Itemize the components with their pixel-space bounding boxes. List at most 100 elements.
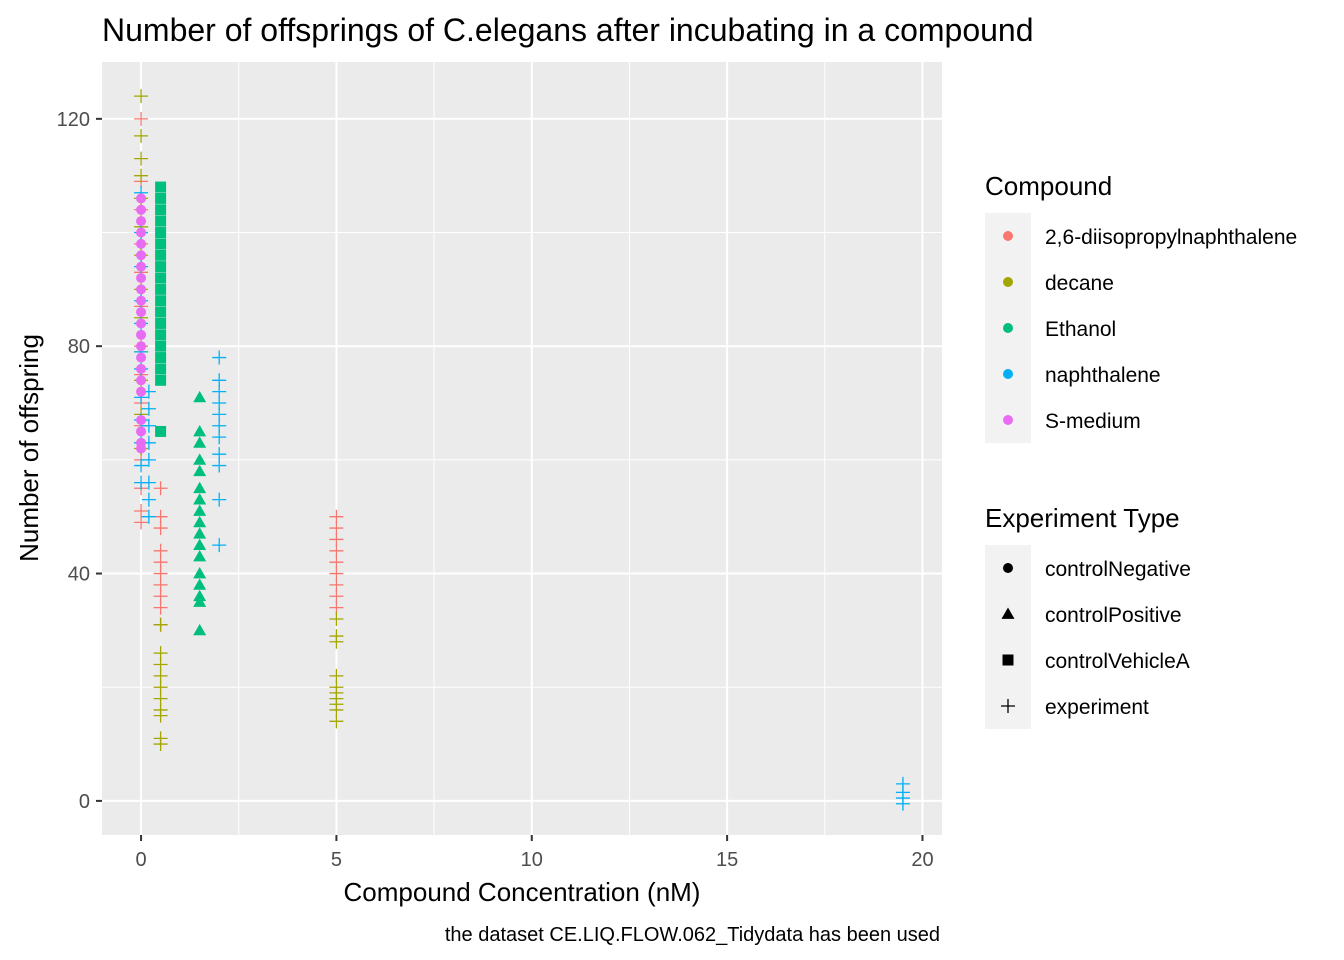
data-point (136, 341, 147, 352)
data-point (193, 424, 207, 437)
data-point (136, 318, 147, 329)
data-point (193, 549, 207, 562)
data-point (155, 425, 167, 437)
data-point (193, 515, 207, 528)
data-point (136, 426, 147, 437)
data-point (155, 317, 167, 329)
data-point (193, 567, 207, 579)
data-point (141, 418, 156, 433)
data-point (136, 250, 147, 261)
data-point (329, 714, 344, 729)
data-point (134, 515, 149, 530)
data-point (155, 329, 167, 341)
data-point (155, 272, 167, 284)
data-point (136, 216, 147, 227)
legend-key (1003, 563, 1013, 573)
data-point (193, 453, 207, 465)
y-tick-label: 120 (57, 109, 90, 131)
x-tick-label: 15 (716, 849, 738, 871)
y-tick-label: 0 (79, 791, 90, 813)
data-point (155, 295, 167, 307)
y-tick-label: 80 (68, 336, 90, 358)
legend-key (1003, 231, 1013, 241)
data-points (134, 89, 910, 811)
data-point (155, 192, 167, 204)
data-point (136, 238, 147, 249)
data-point (134, 111, 149, 126)
x-tick-label: 5 (331, 849, 342, 871)
chart-title: Number of offsprings of C.elegans after … (102, 12, 1034, 48)
legend-label: controlPositive (1045, 604, 1182, 627)
legend-key (1002, 654, 1014, 666)
data-point (155, 306, 167, 318)
data-point (136, 261, 147, 272)
data-point (134, 458, 149, 473)
data-point (329, 612, 344, 627)
data-point (153, 737, 168, 752)
data-point (193, 493, 207, 505)
data-point (153, 708, 168, 723)
data-point (193, 538, 207, 550)
chart-caption: the dataset CE.LIQ.FLOW.062_Tidydata has… (445, 924, 940, 946)
data-point (136, 329, 147, 340)
data-point (134, 151, 149, 166)
legend-key (1003, 323, 1013, 333)
data-point (193, 436, 207, 448)
data-point (136, 352, 147, 363)
data-point (153, 617, 168, 632)
data-point (136, 443, 147, 454)
legend-compound: 2,6-diisopropylnaphthalene decane Ethanol n… (1003, 226, 1297, 433)
x-tick-label: 20 (911, 849, 933, 871)
y-tick-label: 40 (68, 564, 90, 586)
data-point (155, 283, 167, 295)
data-point (136, 307, 147, 318)
data-point (136, 375, 147, 386)
data-point (895, 796, 910, 811)
legend-label: S-medium (1045, 410, 1141, 433)
data-point (193, 623, 207, 636)
legend-key (1003, 369, 1013, 379)
legend-label: controlVehicleA (1045, 650, 1190, 673)
data-point (134, 168, 149, 183)
data-point (212, 350, 227, 365)
data-point (155, 181, 167, 193)
data-point (212, 492, 227, 507)
data-point (193, 595, 207, 607)
data-point (155, 227, 167, 239)
legend-label: experiment (1045, 696, 1149, 719)
data-point (136, 204, 147, 215)
legend-label: Ethanol (1045, 318, 1116, 341)
data-point (136, 386, 147, 397)
legend-experiment-type: controlNegative controlPositive controlVeh… (1001, 558, 1191, 719)
data-point (155, 340, 167, 352)
legend-title-experiment-type: Experiment Type (985, 503, 1180, 533)
y-axis-title: Number of offspring (14, 334, 44, 562)
data-point (141, 509, 156, 524)
x-axis-title: Compound Concentration (nM) (344, 877, 701, 907)
data-point (136, 227, 147, 238)
data-point (141, 492, 156, 507)
legend-label: 2,6-diisopropylnaphthalene (1045, 226, 1297, 249)
data-point (193, 527, 207, 539)
data-point (155, 249, 167, 261)
data-point (136, 363, 147, 374)
legend-label: decane (1045, 272, 1114, 295)
data-point (136, 295, 147, 306)
data-point (193, 390, 207, 403)
data-point (329, 634, 344, 649)
data-point (141, 452, 156, 467)
data-point (136, 272, 147, 283)
data-point (193, 504, 207, 516)
data-point (155, 238, 167, 250)
data-point (141, 401, 156, 416)
data-point (155, 363, 167, 375)
legend-key (1001, 699, 1015, 713)
axis-ticks: 0 5 10 15 20 0 40 80 120 (57, 109, 934, 871)
data-point (193, 464, 207, 477)
data-point (136, 193, 147, 204)
data-point (155, 261, 167, 273)
legend-title-compound: Compound (985, 171, 1112, 201)
data-point (153, 600, 168, 615)
gridlines (102, 62, 942, 835)
